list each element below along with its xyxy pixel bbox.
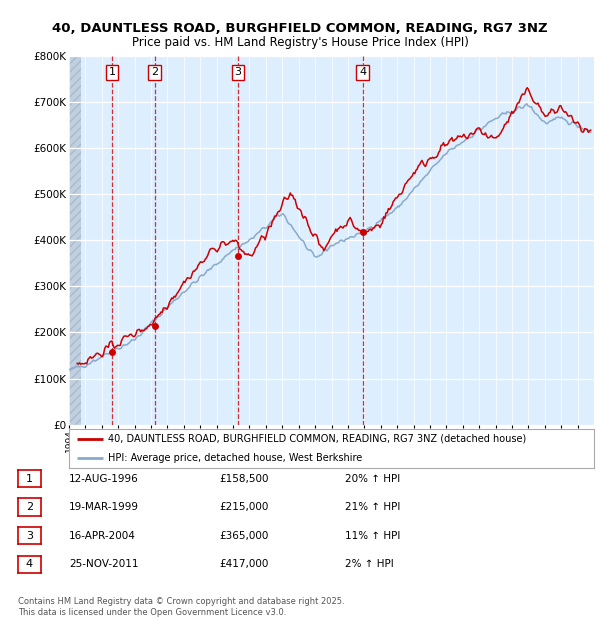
Text: 21% ↑ HPI: 21% ↑ HPI: [345, 502, 400, 512]
Text: £365,000: £365,000: [219, 531, 268, 541]
Text: 2: 2: [151, 68, 158, 78]
Text: 40, DAUNTLESS ROAD, BURGHFIELD COMMON, READING, RG7 3NZ (detached house): 40, DAUNTLESS ROAD, BURGHFIELD COMMON, R…: [109, 434, 527, 444]
Text: 12-AUG-1996: 12-AUG-1996: [69, 474, 139, 484]
Text: 2% ↑ HPI: 2% ↑ HPI: [345, 559, 394, 569]
Bar: [69, 56, 82, 425]
Text: £158,500: £158,500: [219, 474, 269, 484]
Text: £417,000: £417,000: [219, 559, 268, 569]
Text: 4: 4: [359, 68, 366, 78]
Text: Contains HM Land Registry data © Crown copyright and database right 2025.
This d: Contains HM Land Registry data © Crown c…: [18, 598, 344, 617]
Text: 2: 2: [26, 502, 33, 512]
Text: 16-APR-2004: 16-APR-2004: [69, 531, 136, 541]
Text: 25-NOV-2011: 25-NOV-2011: [69, 559, 139, 569]
Text: £215,000: £215,000: [219, 502, 268, 512]
Text: 40, DAUNTLESS ROAD, BURGHFIELD COMMON, READING, RG7 3NZ: 40, DAUNTLESS ROAD, BURGHFIELD COMMON, R…: [52, 22, 548, 35]
Text: 1: 1: [109, 68, 115, 78]
Text: 3: 3: [235, 68, 241, 78]
Text: 3: 3: [26, 531, 33, 541]
Text: 11% ↑ HPI: 11% ↑ HPI: [345, 531, 400, 541]
Text: 20% ↑ HPI: 20% ↑ HPI: [345, 474, 400, 484]
Text: Price paid vs. HM Land Registry's House Price Index (HPI): Price paid vs. HM Land Registry's House …: [131, 36, 469, 49]
Text: HPI: Average price, detached house, West Berkshire: HPI: Average price, detached house, West…: [109, 453, 362, 463]
Text: 19-MAR-1999: 19-MAR-1999: [69, 502, 139, 512]
Text: 1: 1: [26, 474, 33, 484]
Text: 4: 4: [26, 559, 33, 569]
